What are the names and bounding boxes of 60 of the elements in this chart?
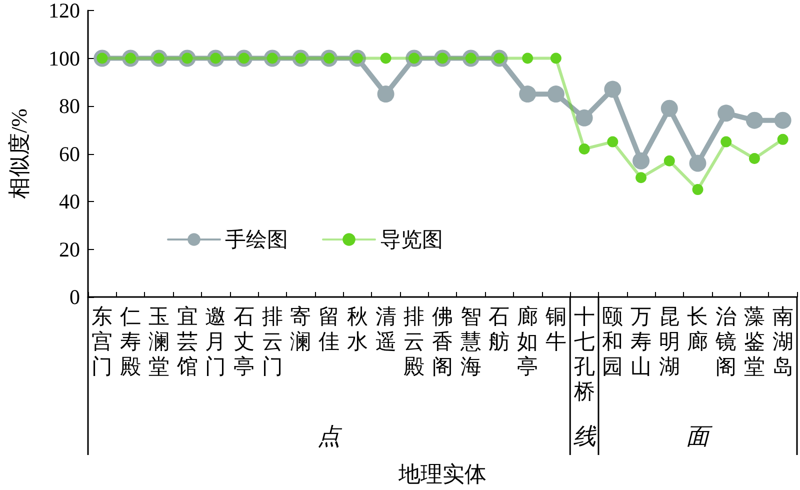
point <box>632 152 650 170</box>
y-axis-title: 相似度/% <box>6 108 32 199</box>
x-tick-label: 石舫 <box>488 304 510 354</box>
x-axis-title: 地理实体 <box>398 462 486 486</box>
x-tick-label: 石丈亭 <box>233 304 254 378</box>
x-tick-label: 藻鉴堂 <box>744 304 765 378</box>
x-tick-label: 仁寿殿 <box>119 304 142 378</box>
x-tick-label: 南湖岛 <box>772 304 794 378</box>
x-tick-label: 万寿山 <box>630 304 652 378</box>
x-tick-label: 铜牛 <box>544 304 566 354</box>
point <box>550 52 562 64</box>
x-tick-label: 治镜阁 <box>714 304 737 378</box>
x-tick-label: 佛香阁 <box>432 304 453 378</box>
x-tick-label: 邀月门 <box>205 304 226 378</box>
point <box>547 86 564 103</box>
point <box>578 143 590 154</box>
x-tick-label: 排云殿 <box>404 304 425 378</box>
x-tick-label: 智慧海 <box>459 304 482 378</box>
point <box>746 112 763 129</box>
x-tick-label: 东宫门 <box>92 304 113 378</box>
y-tick-label: 120 <box>48 0 80 22</box>
x-tick-label: 留佳 <box>318 304 340 354</box>
point <box>774 112 792 129</box>
point <box>604 80 622 98</box>
point <box>689 154 706 172</box>
x-tick-label: 十七孔桥 <box>572 304 595 404</box>
x-tick-label: 颐和园 <box>602 304 624 378</box>
point <box>576 109 593 126</box>
x-tick-label: 长廊 <box>687 304 708 354</box>
y-tick-label: 0 <box>70 285 80 309</box>
y-tick-label: 40 <box>59 190 80 214</box>
y-tick-label: 100 <box>48 46 80 70</box>
x-tick-label: 宜芸馆 <box>176 304 198 378</box>
point <box>377 86 394 103</box>
x-tick-label: 昆明湖 <box>658 304 680 378</box>
point <box>720 136 732 148</box>
point <box>748 153 760 164</box>
point <box>660 100 678 117</box>
point <box>664 155 675 166</box>
text: 线 <box>572 424 596 449</box>
point <box>519 86 536 103</box>
y-tick-label: 80 <box>59 94 80 118</box>
y-tick-label: 20 <box>59 237 80 262</box>
x-tick-label: 廊如亭 <box>517 304 538 378</box>
point <box>692 184 704 196</box>
point <box>636 172 647 184</box>
point <box>718 104 735 122</box>
legend-label: 手绘图 <box>225 228 288 252</box>
y-tick-label: 60 <box>59 142 80 166</box>
x-tick-label: 玉澜堂 <box>148 304 170 378</box>
point <box>777 134 788 145</box>
point <box>607 136 618 148</box>
legend-label: 导览图 <box>380 228 443 252</box>
x-tick-label: 排云门 <box>262 304 283 378</box>
text: 点 <box>318 424 341 449</box>
x-tick-label: 寄澜 <box>290 304 312 354</box>
x-tick-label: 秋水 <box>346 304 368 354</box>
point <box>380 52 392 64</box>
x-tick-label: 清遥 <box>375 304 396 354</box>
point <box>522 52 534 64</box>
